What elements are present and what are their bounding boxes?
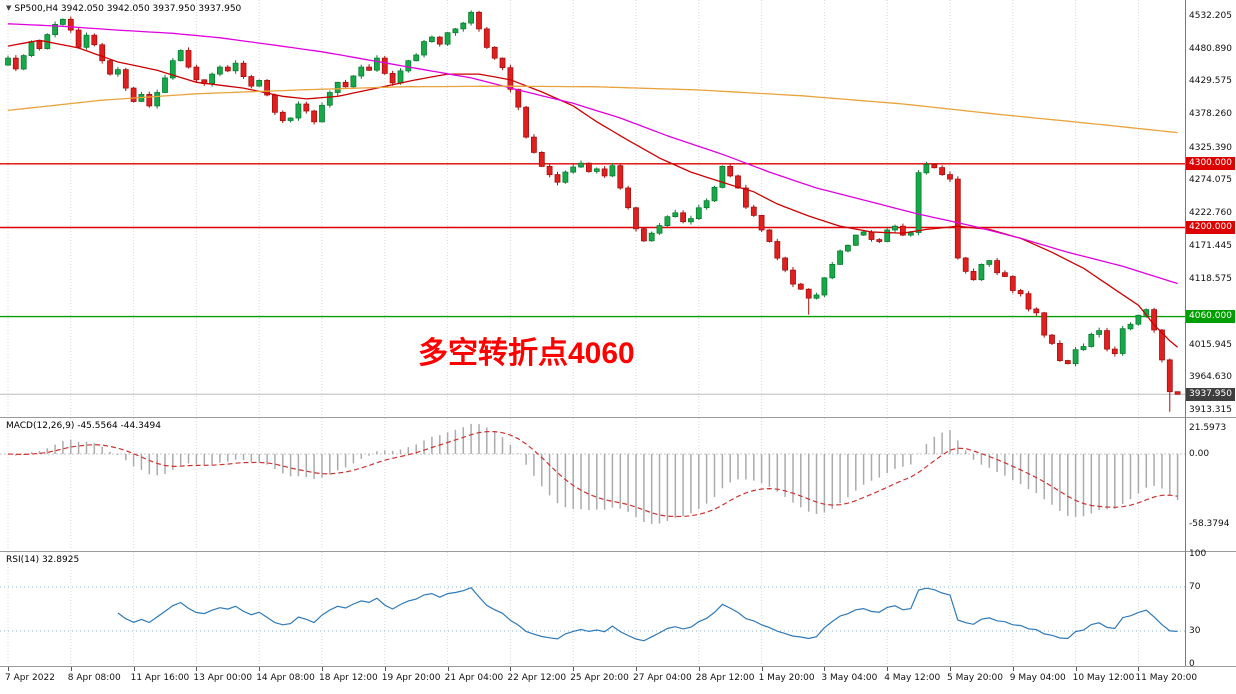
macd-axis-label: -58.3794: [1189, 519, 1230, 530]
time-axis-label: 4 May 12:00: [884, 673, 941, 683]
price-axis[interactable]: 4532.205 4480.890 4429.575 4378.260 4325.390…: [1186, 0, 1236, 669]
macd-panel-separator: [0, 417, 1236, 418]
rsi-line: [117, 586, 1178, 642]
price-axis-label: 3964.630: [1189, 372, 1232, 383]
price-level-badge: 4200.000: [1186, 220, 1235, 234]
time-axis-label: 14 Apr 08:00: [256, 673, 315, 683]
time-axis-tick: [950, 667, 951, 671]
time-axis-tick: [698, 667, 700, 671]
time-axis-label: 22 Apr 12:00: [507, 673, 567, 683]
ma-medium-magenta: [7, 23, 1178, 285]
time-axis-label: 7 Apr 2022: [5, 673, 55, 683]
time-axis-tick: [761, 667, 763, 671]
time-axis-label: 8 Apr 08:00: [67, 673, 121, 683]
time-axis-label: 21 Apr 04:00: [444, 673, 504, 683]
macd-axis-label: 0.00: [1189, 449, 1210, 459]
price-axis-label: 4118.575: [1189, 274, 1232, 285]
time-axis-label: 5 May 20:00: [947, 673, 1003, 683]
time-axis-separator: [0, 666, 1236, 667]
time-axis-tick: [824, 667, 826, 671]
time-axis-tick: [1075, 667, 1077, 671]
price-axis-label: 4222.760: [1189, 207, 1232, 218]
macd-panel-canvas[interactable]: [0, 418, 1185, 550]
rsi-axis-label: 0: [1189, 659, 1195, 669]
time-axis-tick: [259, 667, 261, 671]
rsi-panel-canvas[interactable]: [0, 552, 1185, 666]
candles-group: [5, 10, 1181, 412]
rsi-indicator-label: RSI(14) 32.8925: [6, 555, 80, 565]
current-price-badge: 3937.950: [1186, 387, 1235, 401]
time-axis-tick: [887, 667, 889, 671]
time-axis-tick: [447, 667, 449, 671]
time-axis-tick: [1138, 667, 1140, 671]
symbol-ohlc-readout: ▼ SP500,H4 3942.050 3942.050 3937.950 393…: [6, 4, 241, 14]
time-axis-label: 19 Apr 20:00: [381, 673, 441, 683]
ma-slow-orange: [7, 85, 1178, 134]
price-axis-label: 4171.445: [1189, 240, 1232, 251]
time-axis-label: 11 May 20:00: [1135, 673, 1198, 683]
time-axis-tick: [636, 667, 637, 671]
time-axis-label: 3 May 04:00: [821, 673, 878, 683]
price-axis-label: 4480.890: [1189, 43, 1232, 54]
macd-histogram: [15, 423, 1179, 524]
price-axis-label: 3913.315: [1189, 404, 1232, 415]
price-chart-canvas[interactable]: [0, 0, 1185, 417]
price-level-badge: 4300.000: [1186, 157, 1235, 171]
price-axis-label: 4015.945: [1189, 339, 1232, 350]
price-axis-separator: [1185, 0, 1186, 666]
price-axis-label: 4325.390: [1189, 142, 1232, 153]
symbol-ohlc-text: SP500,H4 3942.050 3942.050 3937.950 3937…: [14, 4, 242, 14]
time-axis-tick: [196, 667, 198, 671]
time-axis-tick: [384, 667, 386, 671]
rsi-axis-label: 70: [1189, 582, 1201, 592]
time-axis-tick: [133, 667, 135, 671]
chart-annotation-text[interactable]: 多空转折点4060: [418, 337, 635, 370]
rsi-axis-label: 100: [1189, 549, 1207, 559]
time-axis-tick: [1012, 667, 1014, 671]
rsi-panel-separator: [0, 551, 1236, 552]
price-level-badge: 4060.000: [1186, 310, 1235, 324]
time-axis-label: 13 Apr 00:00: [193, 673, 253, 683]
macd-axis-label: 21.5973: [1189, 423, 1227, 434]
rsi-axis-label: 30: [1189, 626, 1201, 636]
time-axis-label: 9 May 04:00: [1009, 673, 1066, 683]
time-axis-label: 27 Apr 04:00: [633, 673, 692, 683]
time-axis-tick: [510, 667, 512, 671]
time-axis-tick: [322, 667, 323, 671]
macd-signal-line: [7, 431, 1178, 518]
price-axis-label: 4532.205: [1189, 11, 1232, 21]
time-axis-tick: [573, 667, 575, 671]
price-axis-label: 4429.575: [1189, 76, 1232, 87]
time-axis-label: 18 Apr 12:00: [319, 673, 378, 683]
time-axis[interactable]: 7 Apr 2022 8 Apr 08:00 11 Apr 16:00 13 Apr …: [0, 667, 1236, 694]
time-axis-tick: [8, 667, 9, 671]
time-axis-label: 11 Apr 16:00: [130, 673, 190, 683]
price-axis-label: 4378.260: [1189, 109, 1232, 119]
price-axis-label: 4274.075: [1189, 175, 1232, 186]
time-axis-label: 25 Apr 20:00: [570, 673, 629, 683]
time-axis-label: 10 May 12:00: [1072, 673, 1135, 683]
triangle-marker-icon: ▼: [6, 4, 12, 12]
macd-indicator-label: MACD(12,26,9) -45.5564 -44.3494: [6, 421, 162, 431]
time-axis-label: 28 Apr 12:00: [695, 673, 755, 683]
time-axis-label: 1 May 20:00: [758, 673, 815, 683]
time-axis-tick: [70, 667, 72, 671]
